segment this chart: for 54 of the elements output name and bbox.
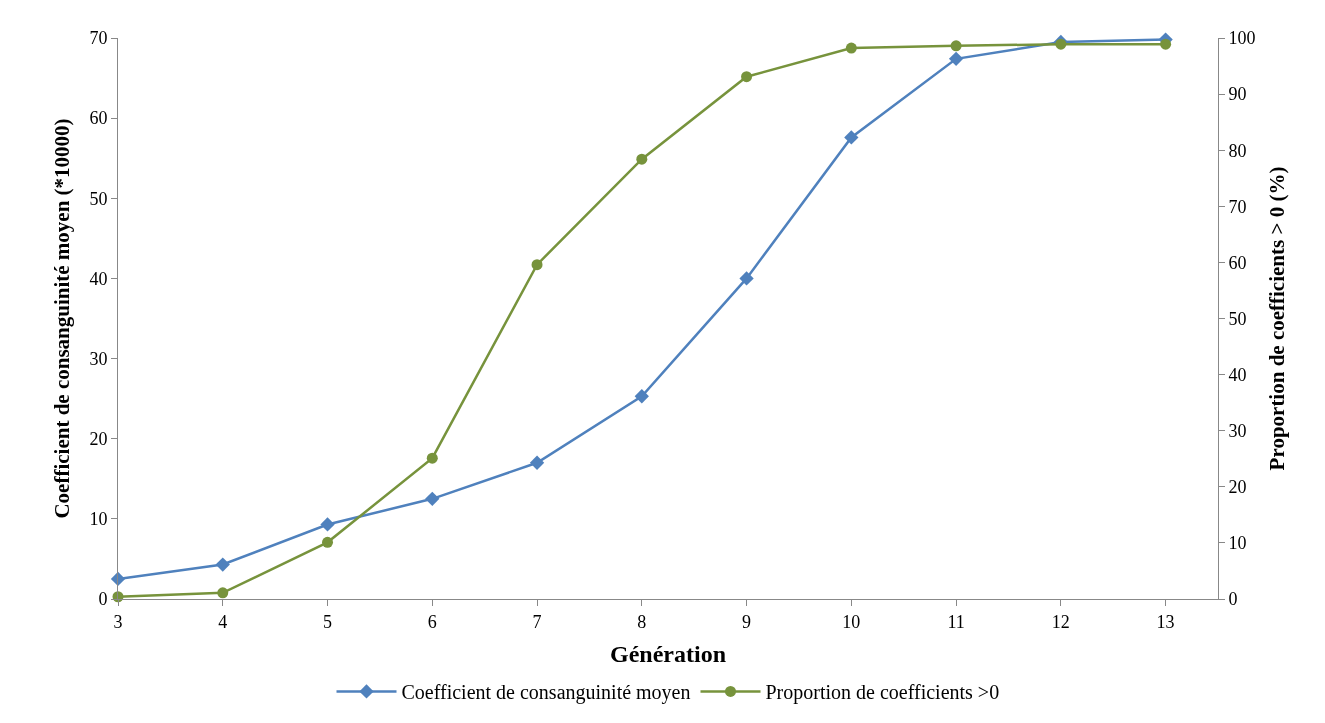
x-tick-label: 8 bbox=[637, 611, 647, 632]
x-tick-label: 3 bbox=[113, 611, 123, 632]
x-tick-label: 5 bbox=[323, 611, 333, 632]
point bbox=[529, 455, 545, 470]
y-tick-label: 60 bbox=[89, 108, 108, 129]
y-tick-label: 30 bbox=[89, 348, 108, 369]
point bbox=[215, 557, 230, 572]
point bbox=[1055, 38, 1067, 50]
point bbox=[320, 517, 335, 532]
y2-tick-label: 50 bbox=[1228, 308, 1247, 329]
x-tick-label: 13 bbox=[1156, 611, 1175, 632]
y-tick-label: 10 bbox=[89, 509, 108, 530]
y-axis-title: Coefficient de consanguinité moyen (*10000) bbox=[49, 118, 74, 519]
point bbox=[531, 259, 543, 271]
y2-tick-label: 90 bbox=[1228, 84, 1247, 105]
y-tick-label: 70 bbox=[89, 28, 108, 49]
point bbox=[739, 271, 754, 286]
x-tick-label: 11 bbox=[947, 611, 965, 632]
y2-tick-label: 0 bbox=[1228, 589, 1238, 610]
point bbox=[741, 71, 753, 83]
x-tick-label: 10 bbox=[842, 611, 861, 632]
y-tick-label: 40 bbox=[89, 268, 108, 289]
y2-tick-label: 80 bbox=[1228, 140, 1247, 161]
legend-label: Proportion de coefficients >0 bbox=[765, 681, 1000, 705]
point bbox=[636, 153, 648, 165]
y-tick-label: 50 bbox=[89, 188, 108, 209]
y2-axis-title: Proportion de coefficients > 0 (%) bbox=[1264, 166, 1289, 471]
x-tick-label: 9 bbox=[742, 611, 752, 632]
legend-label: Coefficient de consanguinité moyen bbox=[401, 681, 691, 705]
y-tick-label: 0 bbox=[98, 589, 108, 610]
y2-tick-label: 70 bbox=[1228, 196, 1247, 217]
point bbox=[845, 42, 857, 54]
point bbox=[950, 40, 962, 52]
point bbox=[110, 571, 126, 587]
point bbox=[217, 587, 229, 599]
point bbox=[844, 130, 859, 145]
point bbox=[1160, 38, 1172, 50]
x-tick-label: 7 bbox=[532, 611, 542, 632]
y2-tick-label: 60 bbox=[1228, 252, 1247, 273]
y-tick-label: 20 bbox=[89, 429, 108, 450]
point bbox=[634, 389, 649, 404]
x-tick-label: 4 bbox=[218, 611, 228, 632]
y2-tick-label: 20 bbox=[1228, 477, 1247, 498]
y2-tick-label: 100 bbox=[1228, 28, 1256, 49]
point bbox=[322, 536, 334, 548]
y2-tick-label: 10 bbox=[1228, 533, 1247, 554]
point bbox=[425, 491, 440, 506]
x-tick-label: 12 bbox=[1051, 611, 1070, 632]
y2-tick-label: 30 bbox=[1228, 421, 1247, 441]
point bbox=[948, 51, 964, 66]
x-axis-title: Génération bbox=[610, 640, 726, 667]
x-tick-label: 6 bbox=[427, 611, 437, 632]
y2-tick-label: 40 bbox=[1228, 364, 1247, 385]
point bbox=[426, 452, 438, 464]
